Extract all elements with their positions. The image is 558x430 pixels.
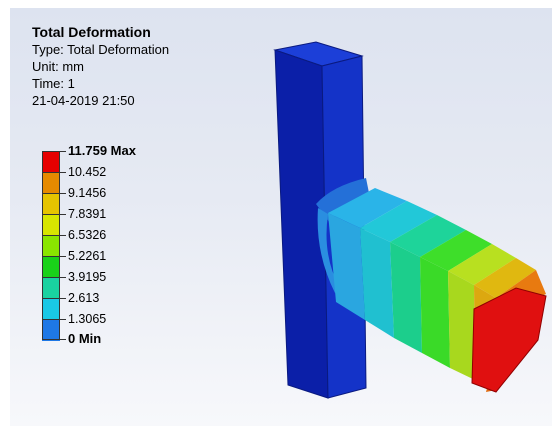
legend-level-label: 6.5326	[68, 228, 107, 242]
beam-end-face	[471, 287, 547, 393]
legend-swatch-9	[42, 319, 60, 341]
legend-tick	[60, 256, 66, 257]
legend-tick	[60, 214, 66, 215]
legend-tick	[60, 151, 66, 152]
legend-swatch-5	[42, 235, 60, 257]
result-title: Total Deformation	[32, 24, 151, 40]
result-timestamp: 21-04-2019 21:50	[32, 93, 135, 108]
legend-max-label: 11.759 Max	[68, 143, 136, 158]
result-info: Total Deformation Type: Total Deformatio…	[32, 24, 169, 109]
legend-swatch-8	[42, 298, 60, 320]
result-unit: Unit: mm	[32, 59, 84, 74]
legend-tick	[60, 235, 66, 236]
legend-swatch-3	[42, 193, 60, 215]
result-type: Type: Total Deformation	[32, 42, 170, 57]
legend-level-label: 3.9195	[68, 270, 107, 284]
legend-swatch-2	[42, 172, 60, 194]
legend-level-label: 9.1456	[68, 186, 107, 200]
legend-level-label: 2.613	[68, 291, 100, 305]
legend-swatch-4	[42, 214, 60, 236]
legend-swatch-6	[42, 256, 60, 278]
legend-min-label: 0 Min	[68, 331, 102, 346]
legend-swatch-7	[42, 277, 60, 299]
legend-tick	[60, 339, 66, 340]
deformation-model[interactable]	[10, 8, 552, 426]
legend-tick	[60, 193, 66, 194]
legend-tick	[60, 298, 66, 299]
legend-level-label: 5.2261	[68, 249, 107, 263]
legend-tick	[60, 319, 66, 320]
legend-level-label: 10.452	[68, 165, 107, 179]
legend-tick	[60, 172, 66, 173]
result-time: Time: 1	[32, 76, 75, 91]
graphics-viewport[interactable]: Total Deformation Type: Total Deformatio…	[10, 8, 552, 426]
fillet-region	[316, 178, 370, 223]
legend-level-label: 7.8391	[68, 207, 107, 221]
legend-tick	[60, 277, 66, 278]
fillet-curve	[317, 208, 340, 293]
legend-level-label: 1.3065	[68, 312, 107, 326]
